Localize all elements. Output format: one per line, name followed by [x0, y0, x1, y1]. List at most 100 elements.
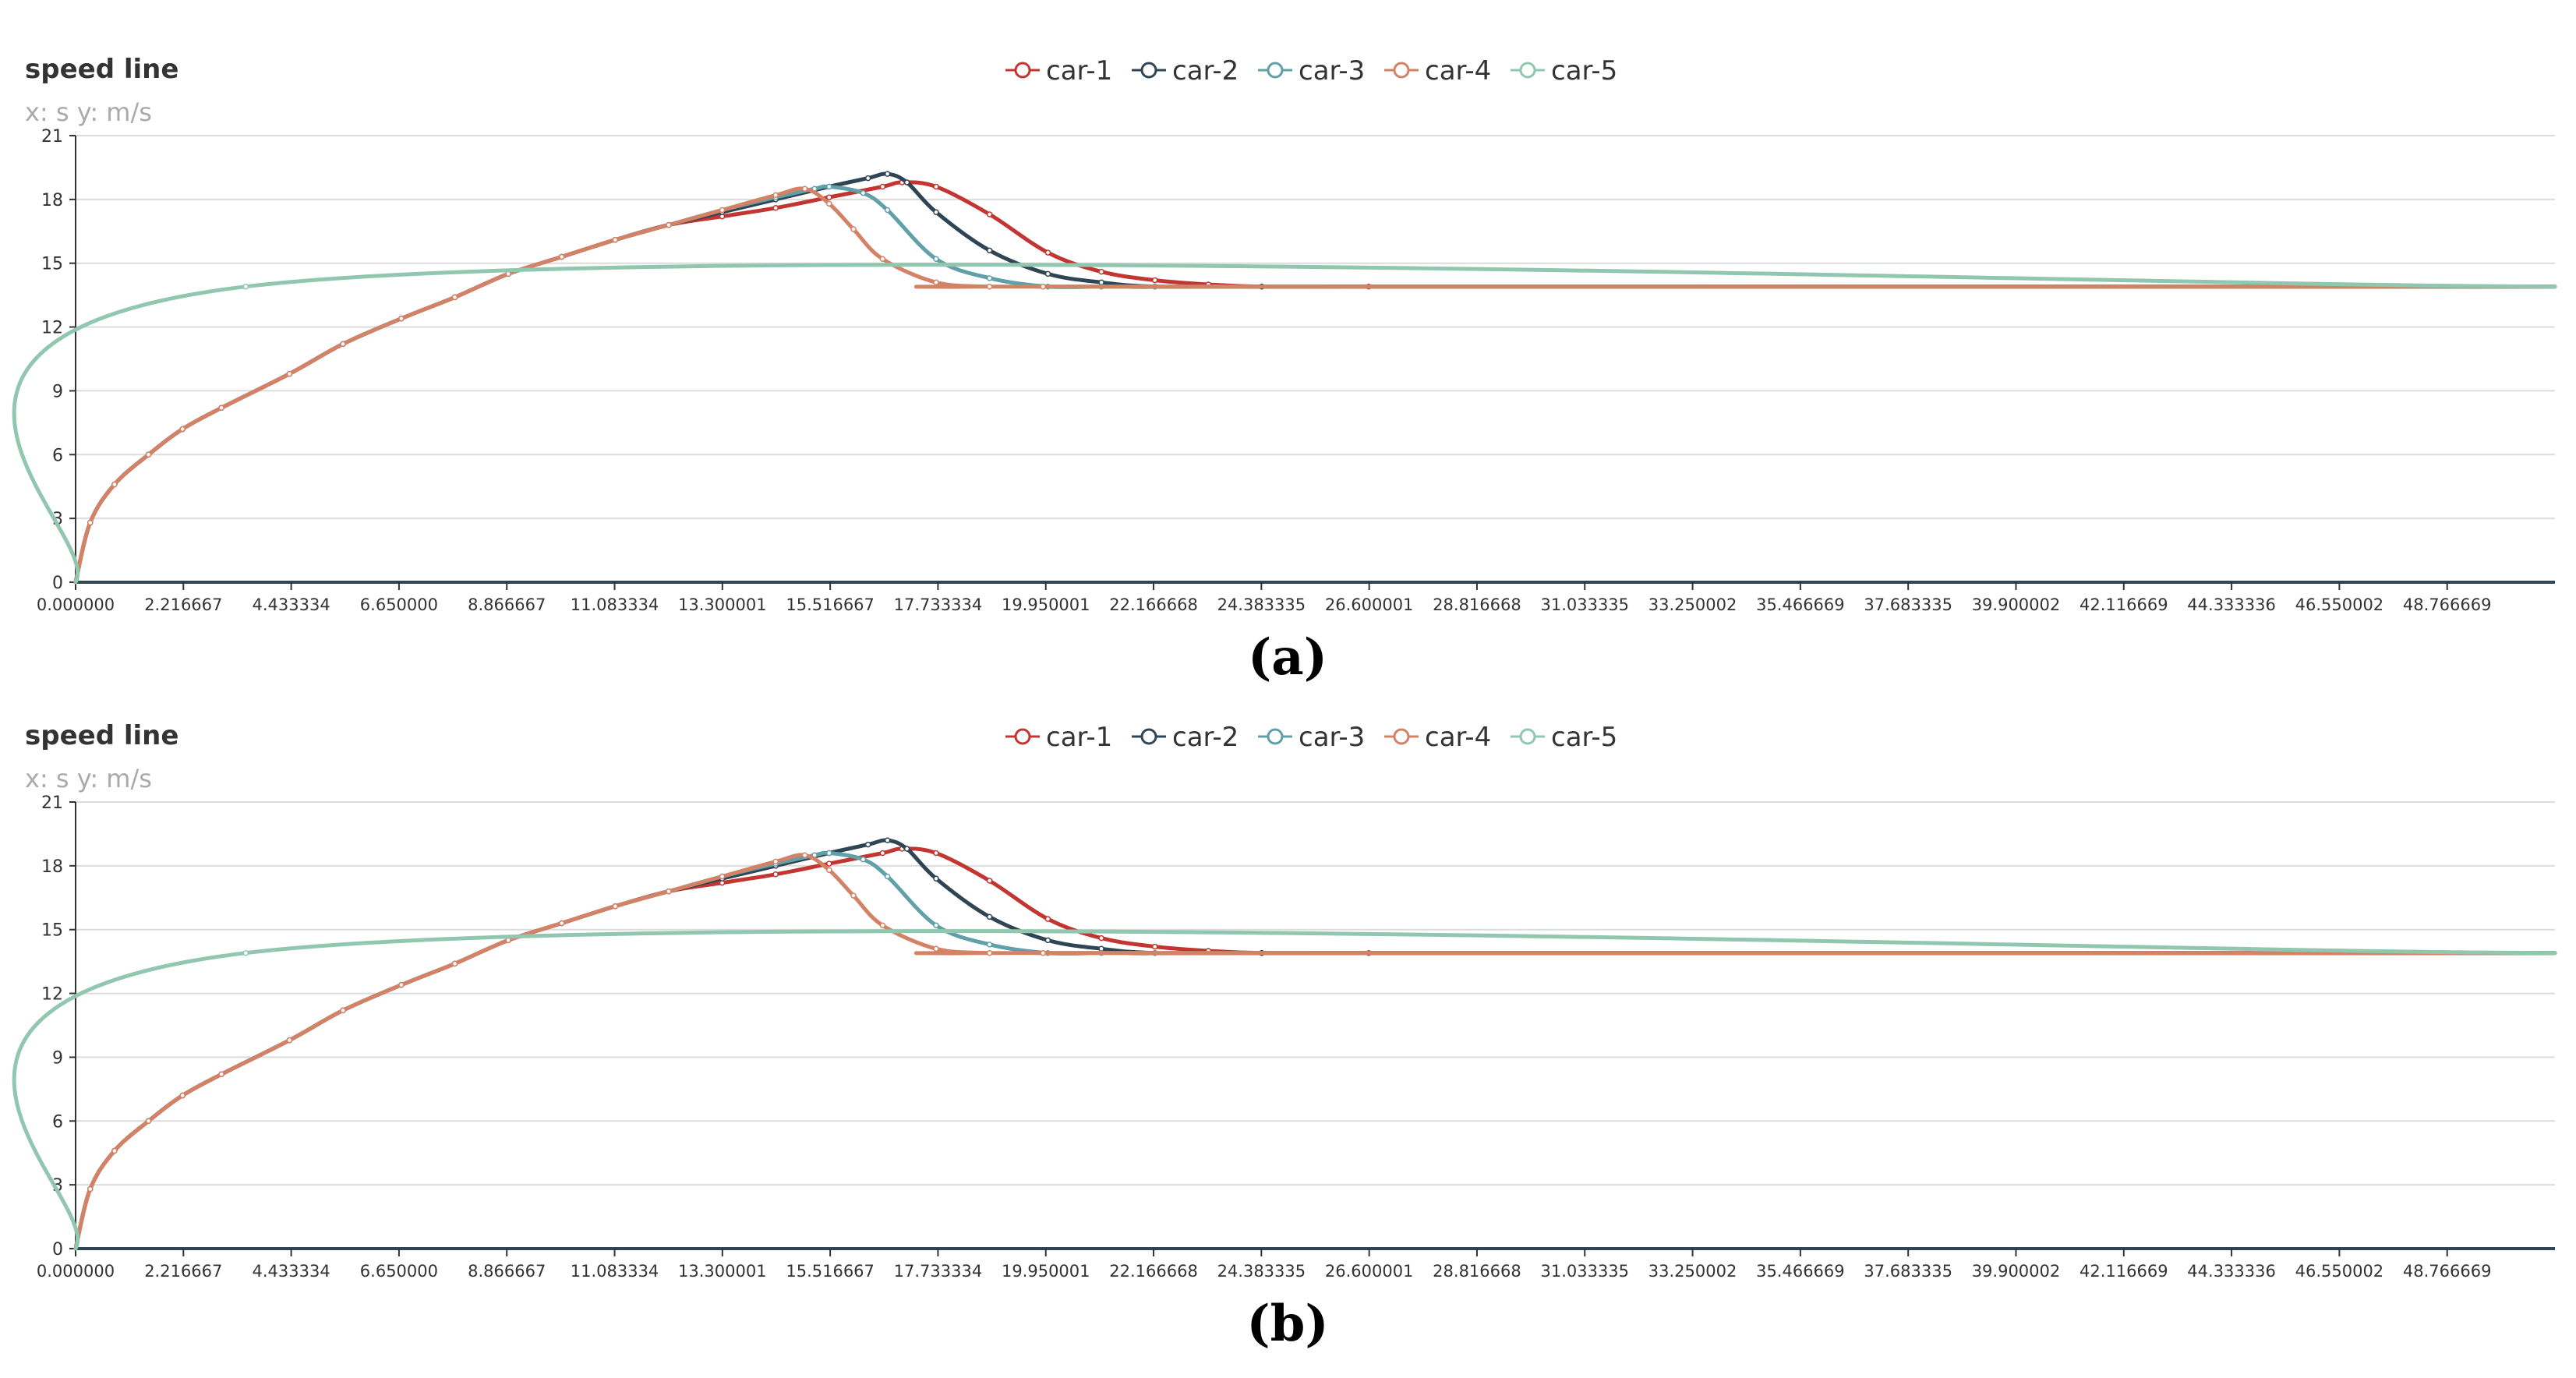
legend-marker — [1140, 62, 1157, 79]
x-tick-label: 8.866667 — [468, 1262, 546, 1281]
legend-marker — [1393, 728, 1410, 745]
legend-item-car-2: car-2 — [1132, 722, 1239, 753]
x-tick-label: 0.000000 — [37, 1262, 115, 1281]
data-point — [398, 315, 405, 322]
data-point — [286, 370, 293, 377]
legend-marker — [1519, 62, 1536, 79]
data-point — [87, 1185, 94, 1192]
data-point — [1040, 283, 1046, 290]
panel-caption: (b) — [1246, 1295, 1328, 1353]
x-tick-label: 44.333336 — [2187, 1262, 2276, 1281]
data-point — [1044, 937, 1051, 944]
data-point — [179, 1092, 186, 1099]
x-tick-label: 37.683335 — [1864, 595, 1952, 614]
data-point — [933, 183, 939, 190]
legend-item-car-2: car-2 — [1132, 55, 1239, 87]
series-line-car-1 — [73, 180, 2557, 585]
x-tick-label: 39.900002 — [1972, 1262, 2061, 1281]
x-tick-label: 15.516667 — [786, 1262, 875, 1281]
series-line-car-3 — [73, 184, 2557, 585]
y-tick-label: 6 — [52, 1112, 63, 1132]
data-point — [772, 192, 779, 199]
x-tick-label: 6.650000 — [360, 595, 438, 614]
data-point — [1044, 916, 1051, 922]
data-point — [1098, 935, 1104, 942]
data-point — [719, 207, 726, 214]
chart-panel-a: speed line x: s y: m/s car-1 car-2 car-3 car-… — [12, 54, 2557, 687]
data-point — [879, 850, 886, 857]
legend-marker — [1519, 728, 1536, 745]
series-markers-car-3 — [87, 183, 1158, 526]
data-point — [933, 922, 939, 929]
x-tick-label: 19.950001 — [1002, 595, 1090, 614]
data-point — [1044, 249, 1051, 256]
series-markers-car-1 — [87, 846, 1372, 1192]
series-markers-car-1 — [87, 179, 1372, 526]
data-point — [242, 283, 249, 290]
chart-panel-b: speed line x: s y: m/s car-1 car-2 car-3 car-… — [12, 720, 2557, 1353]
legend-marker — [1267, 62, 1284, 79]
data-point — [884, 873, 891, 880]
data-point — [87, 519, 94, 526]
y-tick-label: 21 — [41, 793, 63, 813]
data-point — [986, 949, 993, 956]
legend-label: car-3 — [1299, 722, 1365, 753]
data-point — [558, 253, 565, 260]
data-point — [826, 850, 832, 857]
x-tick-label: 4.433334 — [253, 1262, 330, 1281]
legend-marker — [1014, 728, 1031, 745]
x-tick-label: 15.516667 — [786, 595, 875, 614]
data-point — [933, 256, 939, 263]
y-tick-label: 0 — [52, 1240, 63, 1260]
data-point — [826, 860, 832, 867]
data-point — [860, 189, 867, 196]
legend-item-car-3: car-3 — [1258, 722, 1365, 753]
legend-label: car-2 — [1172, 722, 1239, 753]
data-point — [903, 179, 910, 186]
legend-marker — [1267, 728, 1284, 745]
x-tick-label: 44.333336 — [2187, 595, 2276, 614]
series-line-car-3 — [73, 850, 2557, 1251]
x-tick-label: 31.033335 — [1540, 595, 1629, 614]
y-tick-label: 18 — [41, 191, 63, 210]
legend-label: car-1 — [1046, 55, 1112, 87]
x-tick-label: 48.766669 — [2403, 1262, 2492, 1281]
data-point — [145, 451, 152, 458]
data-point — [933, 875, 939, 882]
legend-item-car-4: car-4 — [1384, 55, 1491, 87]
x-tick-label: 48.766669 — [2403, 595, 2492, 614]
data-point — [864, 175, 871, 182]
x-tick-label: 17.733334 — [894, 595, 983, 614]
chart-title: speed line — [25, 720, 178, 751]
data-point — [884, 207, 891, 214]
x-tick-label: 13.300001 — [678, 1262, 767, 1281]
y-tick-label: 12 — [41, 985, 63, 1005]
x-tick-label: 35.466669 — [1756, 1262, 1845, 1281]
data-point — [558, 920, 565, 927]
x-tick-label: 24.383335 — [1217, 595, 1306, 614]
data-point — [826, 183, 832, 190]
data-point — [612, 903, 619, 910]
legend-item-car-3: car-3 — [1258, 55, 1365, 87]
x-tick-label: 19.950001 — [1002, 1262, 1090, 1281]
series-line-car-2 — [73, 171, 2557, 585]
y-tick-label: 9 — [52, 1048, 63, 1068]
data-point — [1151, 277, 1158, 284]
x-tick-label: 26.600001 — [1325, 595, 1414, 614]
data-point — [340, 341, 346, 348]
x-tick-label: 31.033335 — [1540, 1262, 1629, 1281]
data-point — [111, 481, 118, 488]
data-point — [986, 942, 993, 948]
legend-item-car-4: car-4 — [1384, 722, 1491, 753]
data-point — [879, 256, 886, 263]
data-point — [933, 945, 939, 952]
y-tick-label: 0 — [52, 574, 63, 593]
y-tick-label: 6 — [52, 446, 63, 465]
x-tick-label: 46.550002 — [2295, 595, 2384, 614]
legend-item-car-1: car-1 — [1005, 722, 1112, 753]
chart-title: speed line — [25, 54, 178, 85]
legend-label: car-5 — [1551, 722, 1617, 753]
y-tick-label: 15 — [41, 921, 63, 941]
data-point — [666, 888, 672, 895]
